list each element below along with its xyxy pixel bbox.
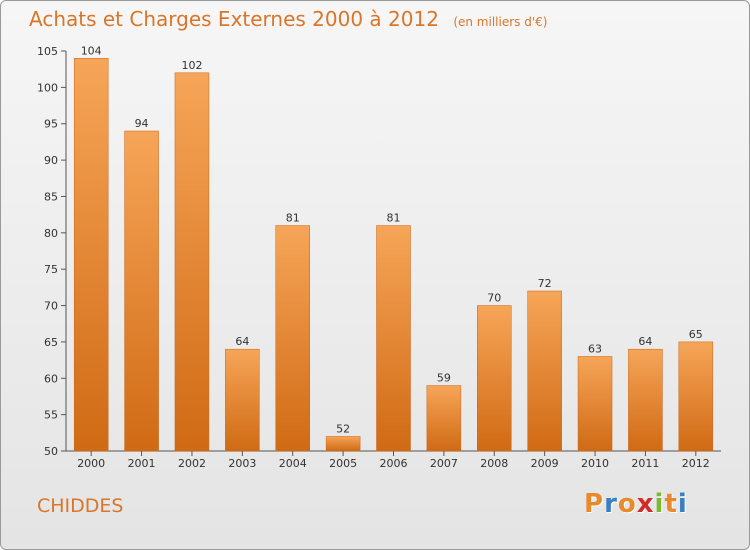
x-tick-label-2001: 2001	[128, 457, 156, 470]
value-label-2003: 64	[235, 335, 249, 348]
bar-2010	[577, 356, 613, 452]
x-tick-label-2007: 2007	[430, 457, 458, 470]
logo-letter: x	[636, 489, 655, 519]
logo-letter: i	[654, 489, 665, 519]
y-tick-label: 70	[44, 300, 58, 313]
y-tick-label: 90	[44, 154, 58, 167]
y-tick-label: 50	[44, 445, 58, 458]
value-label-2007: 59	[437, 372, 451, 385]
logo-letter: o	[617, 489, 637, 519]
bar-2002	[174, 72, 210, 452]
y-tick-label: 55	[44, 409, 58, 422]
bar-2011	[628, 348, 663, 452]
value-label-2011: 64	[638, 335, 652, 348]
x-tick-label-2000: 2000	[77, 457, 105, 470]
x-tick-label-2012: 2012	[682, 457, 710, 470]
value-label-2006: 81	[387, 212, 401, 225]
logo-letter: P	[584, 489, 605, 519]
x-tick-label-2011: 2011	[631, 457, 659, 470]
value-label-2009: 72	[538, 277, 552, 290]
chart-subtitle: (en milliers d'€)	[453, 15, 548, 29]
proxiti-logo: Proxiti	[584, 489, 688, 519]
x-tick-label-2002: 2002	[178, 457, 206, 470]
value-label-2000: 104	[81, 44, 102, 57]
bar-2006	[376, 225, 411, 452]
logo-letter: t	[664, 489, 678, 519]
x-tick-label-2008: 2008	[480, 457, 508, 470]
y-tick-label: 95	[44, 118, 58, 131]
bar-2007	[426, 385, 462, 452]
y-tick-label: 85	[44, 190, 58, 203]
bar-2000	[73, 58, 109, 452]
bar-2005	[325, 436, 361, 452]
logo-letter: i	[677, 489, 688, 519]
x-tick-label-2003: 2003	[228, 457, 256, 470]
value-label-2008: 70	[487, 292, 501, 305]
value-label-2012: 65	[689, 328, 703, 341]
bar-2008	[477, 305, 512, 452]
x-tick-label-2006: 2006	[380, 457, 408, 470]
value-label-2004: 81	[286, 212, 300, 225]
y-tick-label: 65	[44, 336, 58, 349]
y-tick-label: 100	[37, 81, 58, 94]
value-label-2005: 52	[336, 422, 350, 435]
chart-title: Achats et Charges Externes 2000 à 2012 (…	[29, 7, 547, 31]
y-tick-label: 60	[44, 372, 58, 385]
bar-2009	[527, 290, 562, 452]
y-tick-label: 75	[44, 263, 58, 276]
value-label-2001: 94	[135, 117, 149, 130]
logo-letter: r	[604, 489, 618, 519]
x-tick-label-2009: 2009	[531, 457, 559, 470]
value-label-2010: 63	[588, 342, 602, 355]
value-label-2002: 102	[181, 59, 202, 72]
bar-2001	[124, 130, 159, 452]
x-tick-label-2010: 2010	[581, 457, 609, 470]
y-tick-label: 105	[37, 45, 58, 58]
place-name: CHIDDES	[37, 495, 124, 517]
chart-title-text: Achats et Charges Externes 2000 à 2012	[29, 7, 439, 31]
bar-2004	[275, 225, 310, 452]
bar-2003	[225, 348, 260, 452]
y-tick-label: 80	[44, 227, 58, 240]
bar-2012	[678, 341, 714, 452]
x-tick-label-2005: 2005	[329, 457, 357, 470]
x-tick-label-2004: 2004	[279, 457, 307, 470]
